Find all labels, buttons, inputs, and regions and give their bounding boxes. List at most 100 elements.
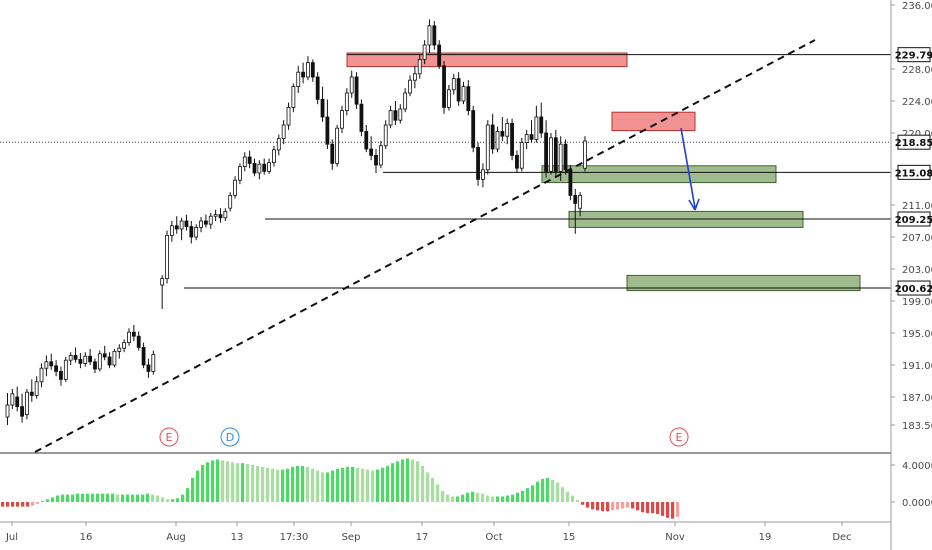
- candle-down[interactable]: [432, 25, 437, 46]
- candle-up[interactable]: [97, 353, 102, 370]
- candle-down[interactable]: [515, 154, 519, 169]
- candle-up[interactable]: [495, 130, 500, 150]
- candle-down[interactable]: [544, 132, 548, 172]
- candle-up[interactable]: [296, 71, 301, 87]
- candle-up[interactable]: [233, 179, 237, 196]
- candle-up[interactable]: [403, 92, 408, 110]
- candle-up[interactable]: [5, 404, 10, 418]
- candle-up[interactable]: [169, 225, 174, 236]
- candle-up[interactable]: [276, 138, 281, 151]
- candle-down[interactable]: [500, 130, 505, 137]
- candle-down[interactable]: [456, 78, 461, 102]
- candle-up[interactable]: [378, 145, 383, 166]
- candle-up[interactable]: [208, 215, 213, 225]
- price-level-tag[interactable]: 209.25: [895, 211, 932, 227]
- candle-down[interactable]: [262, 163, 267, 172]
- candle-down[interactable]: [107, 356, 112, 366]
- candle-up[interactable]: [417, 59, 422, 75]
- price-level-tag[interactable]: 215.08: [895, 164, 932, 180]
- candle-down[interactable]: [330, 143, 335, 164]
- candle-down[interactable]: [136, 335, 141, 348]
- candle-down[interactable]: [573, 194, 578, 204]
- candle-up[interactable]: [199, 220, 203, 228]
- price-level-tag[interactable]: 218.85: [895, 134, 932, 150]
- candle-up[interactable]: [112, 350, 117, 366]
- candle-up[interactable]: [272, 149, 276, 164]
- candle-up[interactable]: [451, 78, 456, 91]
- candle-down[interactable]: [354, 76, 359, 105]
- candle-up[interactable]: [257, 163, 262, 174]
- time-axis[interactable]: Jul 16 Aug 13 17:30 Sep 17 Oct 15 Nov 19 Dec: [5, 522, 852, 543]
- candle-up[interactable]: [44, 361, 49, 369]
- candle-up[interactable]: [505, 123, 510, 137]
- candle-down[interactable]: [252, 162, 257, 174]
- dashed-trendline[interactable]: [34, 39, 816, 453]
- candle-up[interactable]: [223, 210, 228, 219]
- candle-up[interactable]: [160, 278, 165, 286]
- candle-up[interactable]: [412, 73, 417, 81]
- candle-down[interactable]: [189, 226, 194, 238]
- candle-down[interactable]: [369, 148, 374, 156]
- candle-up[interactable]: [267, 162, 271, 172]
- price-level-tag[interactable]: 200.62: [895, 280, 932, 296]
- demand-zone[interactable]: [541, 165, 777, 184]
- candle-up[interactable]: [228, 194, 233, 209]
- candle-up[interactable]: [238, 166, 242, 181]
- event-marker[interactable]: D: [220, 427, 240, 447]
- candle-down[interactable]: [471, 110, 476, 148]
- event-marker[interactable]: E: [159, 427, 179, 447]
- candle-up[interactable]: [151, 354, 156, 372]
- event-marker[interactable]: E: [669, 427, 689, 447]
- candle-up[interactable]: [446, 89, 451, 108]
- candle-up[interactable]: [117, 347, 122, 352]
- candle-up[interactable]: [549, 137, 553, 172]
- candle-up[interactable]: [179, 220, 184, 230]
- candle-down[interactable]: [29, 391, 34, 396]
- candle-up[interactable]: [335, 127, 340, 164]
- candle-up[interactable]: [194, 226, 199, 238]
- candle-up[interactable]: [291, 86, 296, 108]
- candle-up[interactable]: [485, 124, 490, 171]
- candle-down[interactable]: [203, 220, 208, 225]
- candle-up[interactable]: [10, 393, 15, 406]
- candle-down[interactable]: [320, 99, 325, 118]
- candle-up[interactable]: [34, 381, 39, 396]
- candle-up[interactable]: [388, 110, 393, 126]
- candle-down[interactable]: [476, 146, 480, 180]
- demand-zone[interactable]: [626, 274, 861, 292]
- candle-down[interactable]: [364, 130, 369, 150]
- candle-up[interactable]: [39, 367, 44, 383]
- candle-down[interactable]: [359, 103, 364, 132]
- candle-down[interactable]: [374, 154, 378, 166]
- candle-down[interactable]: [78, 358, 83, 364]
- candle-up[interactable]: [83, 355, 88, 364]
- candle-down[interactable]: [301, 71, 306, 78]
- candle-down[interactable]: [131, 331, 136, 337]
- candle-up[interactable]: [398, 108, 403, 121]
- candle-up[interactable]: [349, 76, 354, 94]
- candle-up[interactable]: [213, 214, 218, 217]
- candle-up[interactable]: [63, 359, 68, 380]
- candle-down[interactable]: [247, 156, 252, 164]
- candle-up[interactable]: [344, 92, 349, 112]
- candle-up[interactable]: [558, 143, 563, 172]
- candle-up[interactable]: [524, 134, 529, 144]
- candle-down[interactable]: [437, 44, 442, 67]
- candle-up[interactable]: [340, 110, 344, 129]
- candle-up[interactable]: [578, 194, 583, 209]
- candle-down[interactable]: [466, 86, 471, 111]
- candle-down[interactable]: [393, 110, 398, 121]
- candle-up[interactable]: [242, 156, 247, 167]
- candle-up[interactable]: [286, 107, 291, 126]
- candle-down[interactable]: [310, 62, 315, 78]
- candle-down[interactable]: [325, 116, 330, 145]
- candle-down[interactable]: [529, 134, 534, 140]
- candle-up[interactable]: [408, 79, 412, 94]
- candle-down[interactable]: [184, 220, 189, 227]
- candle-down[interactable]: [146, 364, 151, 372]
- candle-up[interactable]: [165, 234, 169, 279]
- candle-down[interactable]: [315, 76, 320, 100]
- candle-up[interactable]: [306, 62, 310, 78]
- candle-down[interactable]: [49, 361, 54, 367]
